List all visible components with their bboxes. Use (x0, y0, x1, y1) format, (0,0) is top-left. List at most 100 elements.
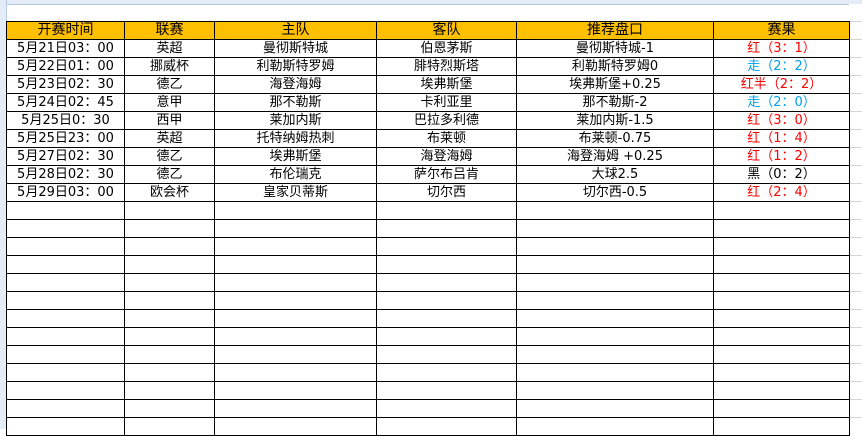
empty-cell[interactable] (516, 381, 714, 400)
cell-time[interactable]: 5月23日02：30 (6, 75, 125, 94)
empty-cell[interactable] (516, 237, 714, 256)
cell-away[interactable]: 伯恩茅斯 (376, 39, 517, 58)
empty-cell[interactable] (713, 309, 850, 328)
cell-league[interactable]: 德乙 (124, 165, 215, 184)
empty-cell[interactable] (376, 219, 517, 238)
empty-cell[interactable] (376, 273, 517, 292)
empty-cell[interactable] (6, 201, 125, 220)
cell-league[interactable]: 欧会杯 (124, 183, 215, 202)
cell-league[interactable]: 挪威杯 (124, 57, 215, 76)
empty-cell[interactable] (6, 255, 125, 274)
empty-cell[interactable] (124, 201, 215, 220)
cell-home[interactable]: 利勒斯特罗姆 (214, 57, 377, 76)
empty-cell[interactable] (214, 219, 377, 238)
empty-cell[interactable] (124, 417, 215, 436)
empty-cells[interactable] (849, 4, 862, 429)
empty-cell[interactable] (516, 309, 714, 328)
cell-home[interactable]: 海登海姆 (214, 75, 377, 94)
empty-cell[interactable] (124, 363, 215, 382)
empty-cell[interactable] (516, 363, 714, 382)
empty-cell[interactable] (376, 309, 517, 328)
empty-cell[interactable] (376, 417, 517, 436)
empty-cell[interactable] (214, 291, 377, 310)
empty-cell[interactable] (124, 273, 215, 292)
empty-cell[interactable] (124, 309, 215, 328)
empty-cell[interactable] (214, 309, 377, 328)
cell-result[interactable]: 走（2：2） (713, 57, 850, 76)
cell-away[interactable]: 巴拉多利德 (376, 111, 517, 130)
cell-away[interactable]: 布莱顿 (376, 129, 517, 148)
empty-cell[interactable] (214, 273, 377, 292)
empty-cell[interactable] (376, 255, 517, 274)
cell-away[interactable]: 萨尔布吕肯 (376, 165, 517, 184)
cell-home[interactable]: 托特纳姆热刺 (214, 129, 377, 148)
cell-home[interactable]: 那不勒斯 (214, 93, 377, 112)
cell-result[interactable]: 红半（2：2） (713, 75, 850, 94)
empty-cell[interactable] (713, 273, 850, 292)
empty-cell[interactable] (6, 363, 125, 382)
empty-cell[interactable] (6, 291, 125, 310)
cell-pick[interactable]: 布莱顿-0.75 (516, 129, 714, 148)
cell-home[interactable]: 埃弗斯堡 (214, 147, 377, 166)
empty-cell[interactable] (6, 345, 125, 364)
empty-cell[interactable] (124, 255, 215, 274)
cell-time[interactable]: 5月21日03：00 (6, 39, 125, 58)
empty-cell[interactable] (516, 255, 714, 274)
empty-cell[interactable] (124, 399, 215, 418)
empty-cell[interactable] (6, 381, 125, 400)
cell-league[interactable]: 英超 (124, 39, 215, 58)
cell-result[interactable]: 红（3：1） (713, 39, 850, 58)
cell-time[interactable]: 5月28日02：30 (6, 165, 125, 184)
empty-cell[interactable] (713, 327, 850, 346)
cell-away[interactable]: 切尔西 (376, 183, 517, 202)
cell-home[interactable]: 皇家贝蒂斯 (214, 183, 377, 202)
empty-cell[interactable] (124, 291, 215, 310)
empty-cell[interactable] (376, 237, 517, 256)
empty-cell[interactable] (516, 345, 714, 364)
empty-cell[interactable] (516, 417, 714, 436)
empty-cell[interactable] (214, 399, 377, 418)
header-away[interactable]: 客队 (376, 21, 517, 40)
cell-pick[interactable]: 那不勒斯-2 (516, 93, 714, 112)
cell-home[interactable]: 莱加内斯 (214, 111, 377, 130)
cell-result[interactable]: 黑（0：2） (713, 165, 850, 184)
cell-result[interactable]: 走（2：0） (713, 93, 850, 112)
empty-cell[interactable] (124, 237, 215, 256)
empty-cell[interactable] (124, 219, 215, 238)
cell-pick[interactable]: 利勒斯特罗姆0 (516, 57, 714, 76)
empty-cell[interactable] (516, 219, 714, 238)
empty-cell[interactable] (214, 237, 377, 256)
empty-cell[interactable] (376, 201, 517, 220)
empty-cell[interactable] (6, 237, 125, 256)
empty-cell[interactable] (516, 273, 714, 292)
cell-home[interactable]: 布伦瑞克 (214, 165, 377, 184)
empty-cell[interactable] (214, 201, 377, 220)
empty-cell[interactable] (516, 201, 714, 220)
empty-cell[interactable] (713, 237, 850, 256)
cell-time[interactable]: 5月22日01：00 (6, 57, 125, 76)
empty-cell[interactable] (124, 345, 215, 364)
empty-cell[interactable] (214, 417, 377, 436)
empty-cell[interactable] (214, 363, 377, 382)
header-result[interactable]: 赛果 (713, 21, 850, 40)
empty-cell[interactable] (214, 345, 377, 364)
cell-league[interactable]: 英超 (124, 129, 215, 148)
empty-cell[interactable] (713, 345, 850, 364)
empty-cell[interactable] (214, 255, 377, 274)
cell-pick[interactable]: 莱加内斯-1.5 (516, 111, 714, 130)
empty-cell[interactable] (713, 219, 850, 238)
empty-cell[interactable] (713, 381, 850, 400)
cell-league[interactable]: 西甲 (124, 111, 215, 130)
empty-cell[interactable] (214, 327, 377, 346)
cell-home[interactable]: 曼彻斯特城 (214, 39, 377, 58)
cell-time[interactable]: 5月25日0：30 (6, 111, 125, 130)
cell-away[interactable]: 埃弗斯堡 (376, 75, 517, 94)
header-home[interactable]: 主队 (214, 21, 377, 40)
cell-away[interactable]: 腓特烈斯塔 (376, 57, 517, 76)
cell-result[interactable]: 红（3：0） (713, 111, 850, 130)
cell-pick[interactable]: 埃弗斯堡+0.25 (516, 75, 714, 94)
empty-cell[interactable] (6, 219, 125, 238)
cell-league[interactable]: 德乙 (124, 75, 215, 94)
cell-pick[interactable]: 曼彻斯特城-1 (516, 39, 714, 58)
cell-time[interactable]: 5月25日23：00 (6, 129, 125, 148)
